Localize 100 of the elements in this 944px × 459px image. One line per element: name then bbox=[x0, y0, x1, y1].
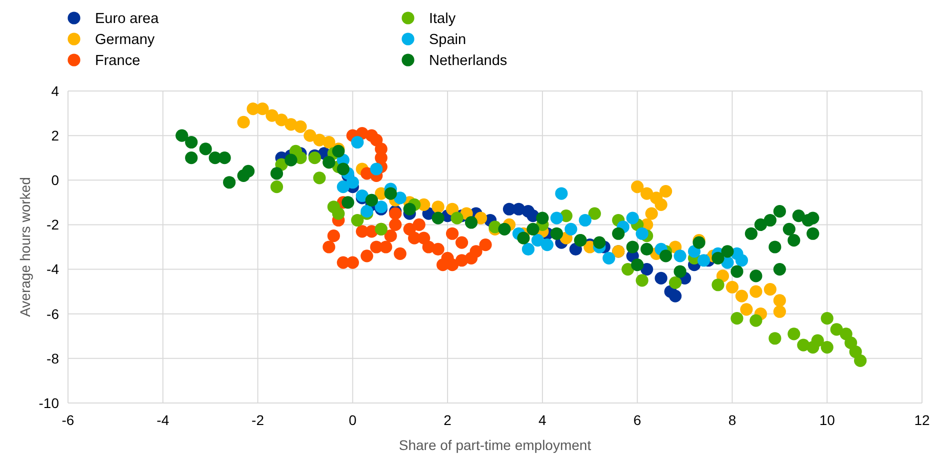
legend-label: Netherlands bbox=[429, 53, 508, 70]
y-tick-label: -2 bbox=[46, 216, 60, 233]
y-tick-label: -4 bbox=[46, 261, 60, 278]
point bbox=[522, 242, 535, 256]
point bbox=[631, 180, 644, 194]
point bbox=[346, 256, 359, 269]
point bbox=[602, 252, 616, 264]
point bbox=[498, 222, 511, 236]
y-tick-label: -6 bbox=[46, 306, 60, 322]
x-tick-label: 2 bbox=[444, 412, 452, 428]
point bbox=[640, 187, 654, 200]
point bbox=[370, 162, 383, 176]
point bbox=[432, 200, 444, 214]
y-axis-title: Average hours worked bbox=[17, 177, 33, 317]
point bbox=[266, 109, 278, 122]
point bbox=[432, 242, 444, 256]
point bbox=[773, 294, 786, 307]
x-axis-title: Share of part-time employment bbox=[398, 437, 592, 453]
point bbox=[555, 187, 568, 200]
point bbox=[564, 222, 578, 236]
point bbox=[356, 225, 368, 238]
point bbox=[346, 176, 359, 189]
point bbox=[470, 245, 482, 258]
point bbox=[593, 236, 606, 249]
point bbox=[185, 152, 198, 164]
point bbox=[332, 207, 345, 220]
x-tick-label: 10 bbox=[819, 412, 836, 428]
point bbox=[394, 192, 406, 204]
point bbox=[773, 305, 786, 318]
point bbox=[327, 230, 340, 242]
x-tick-label: 4 bbox=[538, 412, 547, 428]
point bbox=[313, 172, 326, 184]
point bbox=[631, 258, 644, 272]
point bbox=[199, 142, 212, 156]
point bbox=[474, 212, 488, 224]
point bbox=[788, 234, 800, 247]
point bbox=[275, 114, 288, 126]
point bbox=[540, 238, 554, 252]
point bbox=[384, 187, 397, 200]
point bbox=[782, 222, 796, 236]
point bbox=[380, 240, 392, 254]
point bbox=[336, 162, 350, 176]
point bbox=[256, 102, 269, 116]
point bbox=[237, 116, 250, 128]
point bbox=[304, 129, 316, 142]
point bbox=[640, 263, 654, 276]
point bbox=[479, 238, 492, 252]
point bbox=[389, 218, 402, 231]
x-tick-label: 8 bbox=[728, 412, 736, 428]
point bbox=[735, 254, 748, 267]
point bbox=[750, 314, 762, 327]
point bbox=[750, 285, 762, 298]
point bbox=[394, 247, 406, 260]
point bbox=[764, 214, 776, 227]
point bbox=[754, 218, 767, 231]
x-tick-label: 12 bbox=[914, 412, 930, 428]
legend-label: Euro area bbox=[95, 11, 160, 28]
point bbox=[726, 280, 739, 294]
point bbox=[384, 230, 397, 242]
point bbox=[730, 265, 744, 278]
point bbox=[640, 242, 654, 256]
y-tick-label: -8 bbox=[46, 350, 60, 366]
point bbox=[636, 274, 648, 287]
legend-label: Italy bbox=[429, 11, 456, 28]
point bbox=[526, 222, 540, 236]
x-tick-label: 6 bbox=[633, 412, 642, 428]
y-tick-label: 0 bbox=[51, 172, 60, 188]
point bbox=[578, 214, 592, 227]
point bbox=[336, 180, 350, 194]
point bbox=[792, 210, 805, 222]
point bbox=[176, 129, 188, 142]
point bbox=[806, 341, 820, 354]
point bbox=[308, 152, 322, 164]
point bbox=[450, 212, 464, 224]
point bbox=[622, 263, 634, 276]
point bbox=[788, 328, 800, 340]
point bbox=[351, 214, 364, 227]
point bbox=[612, 227, 625, 240]
x-tick-label: -4 bbox=[156, 412, 170, 428]
point bbox=[270, 180, 284, 194]
point bbox=[550, 227, 563, 240]
point bbox=[403, 202, 416, 216]
point bbox=[242, 164, 255, 178]
point bbox=[455, 236, 468, 249]
point bbox=[185, 136, 198, 149]
point bbox=[517, 232, 530, 244]
point bbox=[432, 212, 444, 224]
point bbox=[849, 345, 862, 358]
point bbox=[360, 250, 374, 262]
point bbox=[773, 263, 786, 276]
point bbox=[588, 207, 601, 220]
point bbox=[806, 212, 820, 224]
point bbox=[550, 212, 563, 224]
point bbox=[536, 212, 549, 224]
point bbox=[744, 227, 758, 240]
point bbox=[408, 232, 421, 244]
point bbox=[294, 120, 307, 133]
legend-label: Germany bbox=[95, 32, 156, 48]
point bbox=[712, 252, 724, 264]
point bbox=[740, 303, 753, 316]
